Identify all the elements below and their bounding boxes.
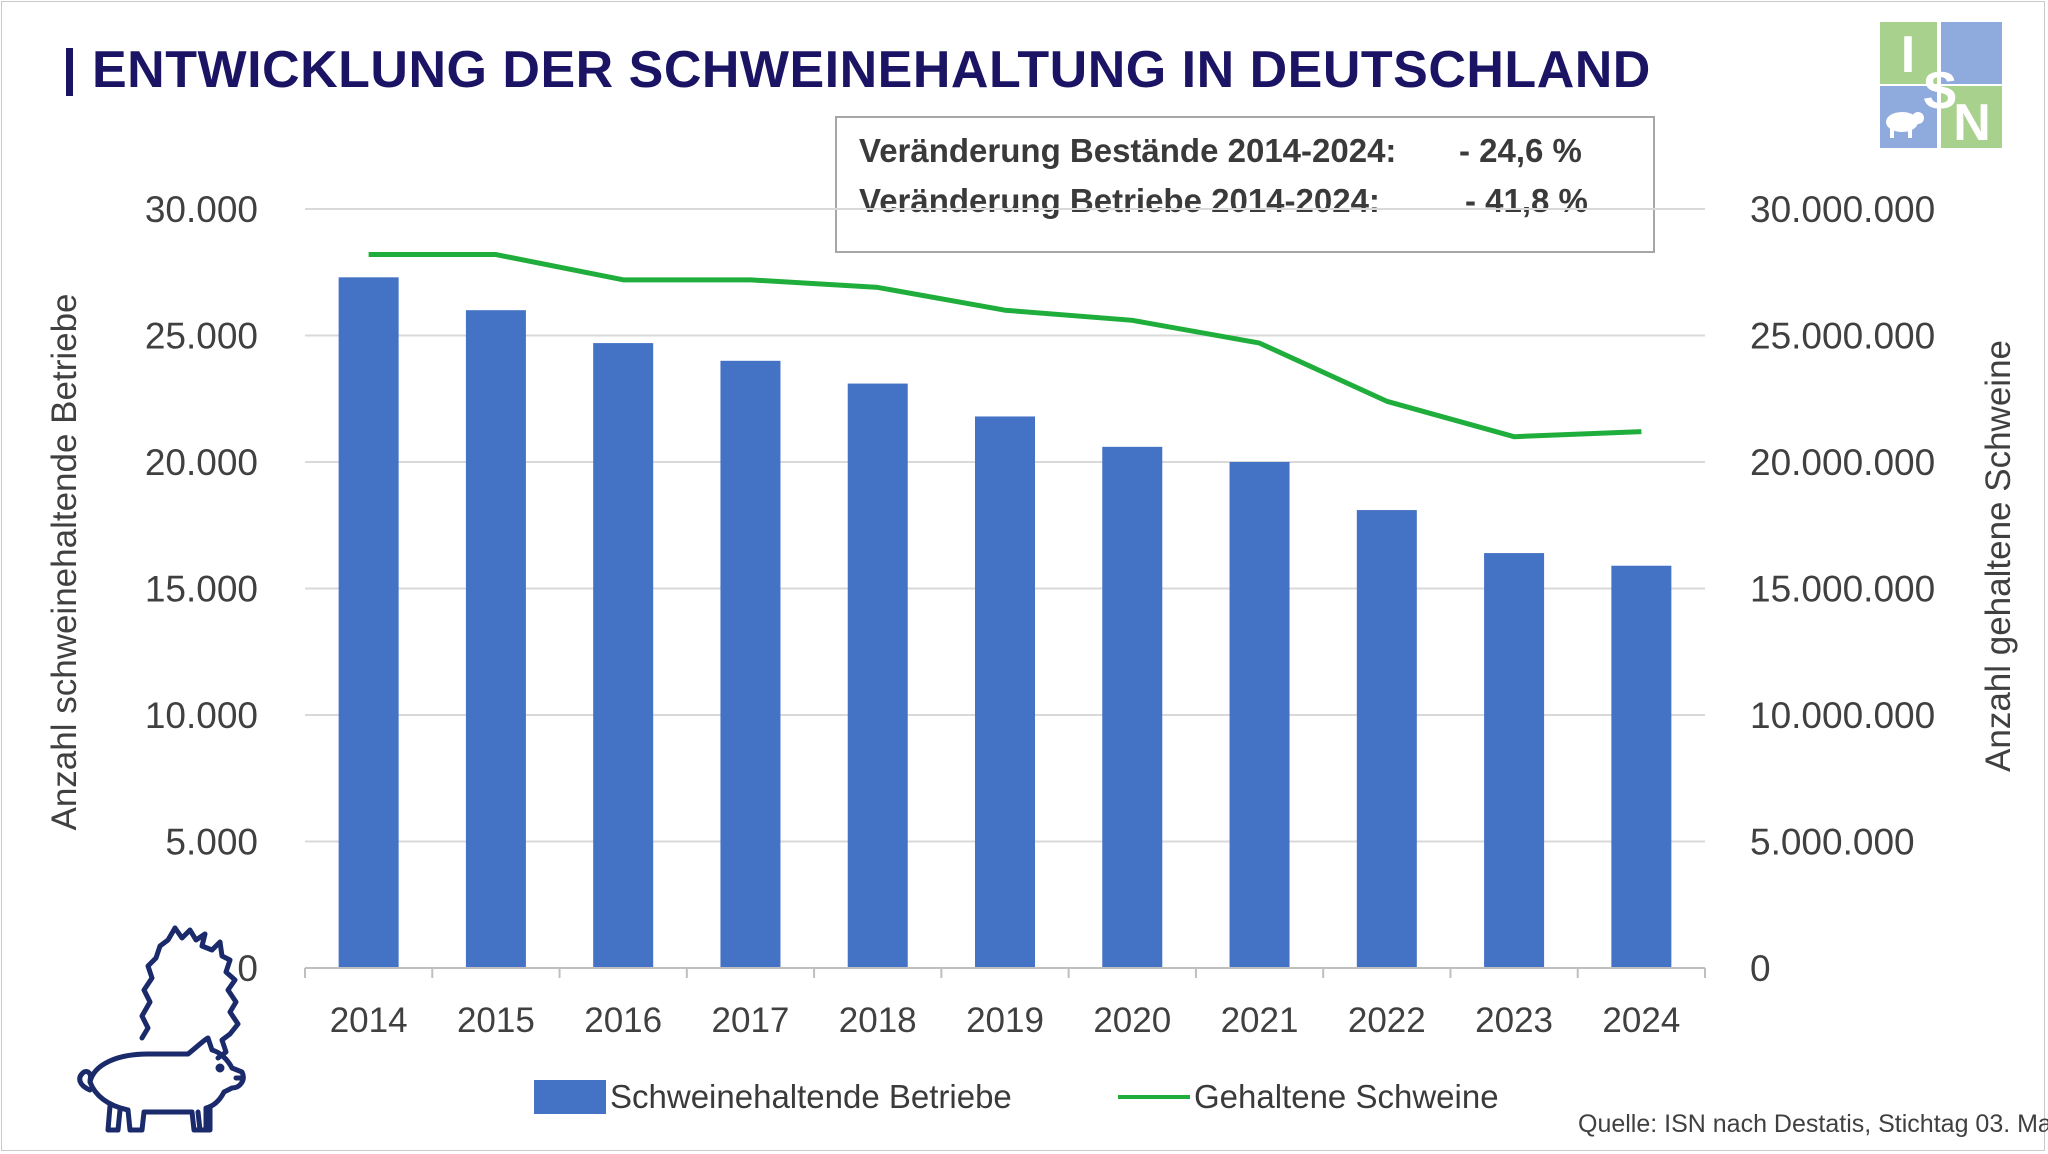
x-tick-label: 2016 — [584, 1001, 662, 1040]
bar — [1611, 565, 1672, 968]
bar — [1229, 462, 1290, 968]
logo-letter-n: N — [1953, 94, 1991, 148]
bar-layer — [338, 277, 1672, 969]
y2-tick-label: 15.000.000 — [1750, 569, 1935, 610]
y2-tick-label: 0 — [1750, 948, 1771, 989]
y-tick-label: 25.000 — [145, 316, 258, 357]
bar — [593, 343, 654, 969]
bar — [1102, 446, 1163, 968]
bar — [975, 416, 1035, 969]
logo-letter-i: I — [1901, 26, 1915, 84]
x-tick-label: 2017 — [712, 1001, 790, 1040]
y2-tick-label: 10.000.000 — [1750, 695, 1935, 736]
stats-value: - 24,6 % — [1459, 132, 1582, 169]
y-tick-label: 15.000 — [145, 569, 258, 610]
y-tick-label: 5.000 — [165, 822, 258, 863]
change-summary-box: Veränderung Bestände 2014-2024: - 24,6 %… — [835, 116, 1655, 253]
source-note: Quelle: ISN nach Destatis, Stichtag 03. … — [1578, 1110, 2048, 1138]
bar — [1484, 553, 1545, 968]
series-line — [368, 252, 1642, 440]
x-tick-label: 2014 — [330, 1001, 408, 1040]
legend-swatch-bar — [534, 1080, 606, 1114]
bar — [338, 277, 399, 968]
y-tick-label: 0 — [237, 948, 258, 989]
x-tick-label: 2024 — [1602, 1001, 1680, 1040]
logo-letter-s: S — [1923, 62, 1958, 120]
logo-block-blue-top — [1941, 22, 2002, 84]
logo-block-green-bottom — [1941, 86, 2002, 148]
legend-item-schweine: Gehaltene Schweine — [1118, 1078, 1499, 1116]
stats-value: - 41,8 % — [1465, 182, 1588, 219]
legend-item-betriebe: Schweinehaltende Betriebe — [534, 1078, 1012, 1116]
legend-label-schweine: Gehaltene Schweine — [1194, 1078, 1499, 1115]
x-tick-label: 2015 — [457, 1001, 535, 1040]
bar — [720, 360, 781, 968]
y-tick-label: 20.000 — [145, 442, 258, 483]
y2-tick-label: 25.000.000 — [1750, 316, 1935, 357]
legend-swatch-line — [1118, 1095, 1190, 1099]
x-tick-label: 2018 — [839, 1001, 917, 1040]
x-tick-label: 2023 — [1475, 1001, 1553, 1040]
y-axis-title: Anzahl schweinehaltende Betriebe — [45, 293, 84, 830]
isn-logo: I S N — [1880, 22, 2002, 148]
y-tick-label: 30.000 — [145, 189, 258, 230]
y-tick-label: 10.000 — [145, 695, 258, 736]
logo-block-green-top — [1880, 22, 1937, 84]
y2-tick-label: 30.000.000 — [1750, 189, 1935, 230]
label-layer: Anzahl schweinehaltende Betriebe Anzahl … — [45, 293, 2018, 830]
bar — [1356, 510, 1417, 968]
x-tick-label: 2021 — [1221, 1001, 1299, 1040]
pig-icon — [77, 925, 246, 1133]
x-tick-label: 2020 — [1093, 1001, 1171, 1040]
y2-axis-title: Anzahl gehaltene Schweine — [1979, 340, 2018, 772]
title-accent-bar — [66, 48, 73, 96]
logo-pig-icon — [1886, 112, 1924, 138]
stats-label: Veränderung Bestände 2014-2024: — [859, 132, 1397, 169]
axis-layer: 0 5.000 10.000 15.000 20.000 25.000 30.000 0 5.0… — [145, 189, 1935, 1040]
x-tick-label: 2022 — [1348, 1001, 1426, 1040]
stats-label: Veränderung Betriebe 2014-2024: — [859, 182, 1380, 219]
bar — [465, 310, 526, 968]
line-layer — [368, 252, 1642, 440]
page-title: ENTWICKLUNG DER SCHWEINEHALTUNG IN DEUTS… — [92, 41, 1651, 99]
legend-label-betriebe: Schweinehaltende Betriebe — [610, 1078, 1012, 1115]
y2-tick-label: 5.000.000 — [1750, 822, 1915, 863]
x-tick-label: 2019 — [966, 1001, 1044, 1040]
bar — [847, 383, 908, 968]
y2-tick-label: 20.000.000 — [1750, 442, 1935, 483]
